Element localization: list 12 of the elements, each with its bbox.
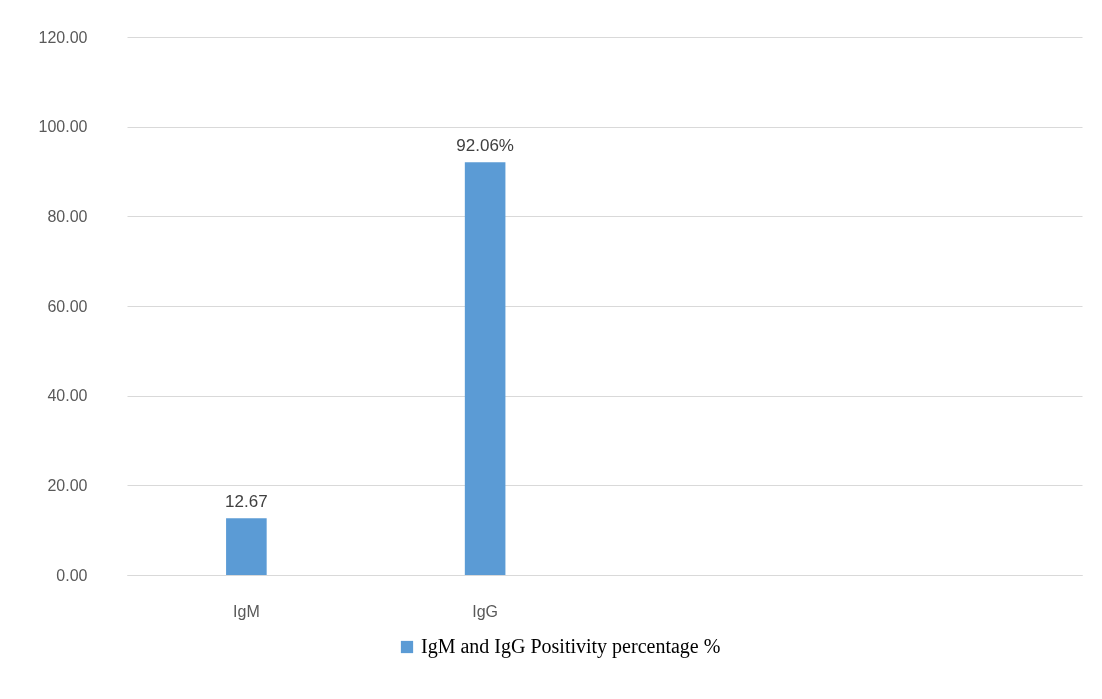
- y-tick-label: 20.00: [47, 476, 88, 494]
- y-tick-label: 80.00: [47, 207, 88, 225]
- x-tick-label: IgG: [472, 602, 499, 620]
- legend-label: IgM and IgG Positivity percentage %: [421, 635, 721, 658]
- y-tick-label: 60.00: [47, 297, 88, 315]
- y-tick-label: 40.00: [47, 387, 88, 405]
- x-tick-label: IgM: [233, 602, 260, 620]
- data-label: 92.06%: [456, 136, 514, 156]
- y-tick-label: 120.00: [38, 28, 88, 46]
- y-tick-label: 0.00: [56, 566, 88, 584]
- data-label: 12.67: [225, 492, 268, 512]
- y-tick-label: 100.00: [38, 118, 88, 136]
